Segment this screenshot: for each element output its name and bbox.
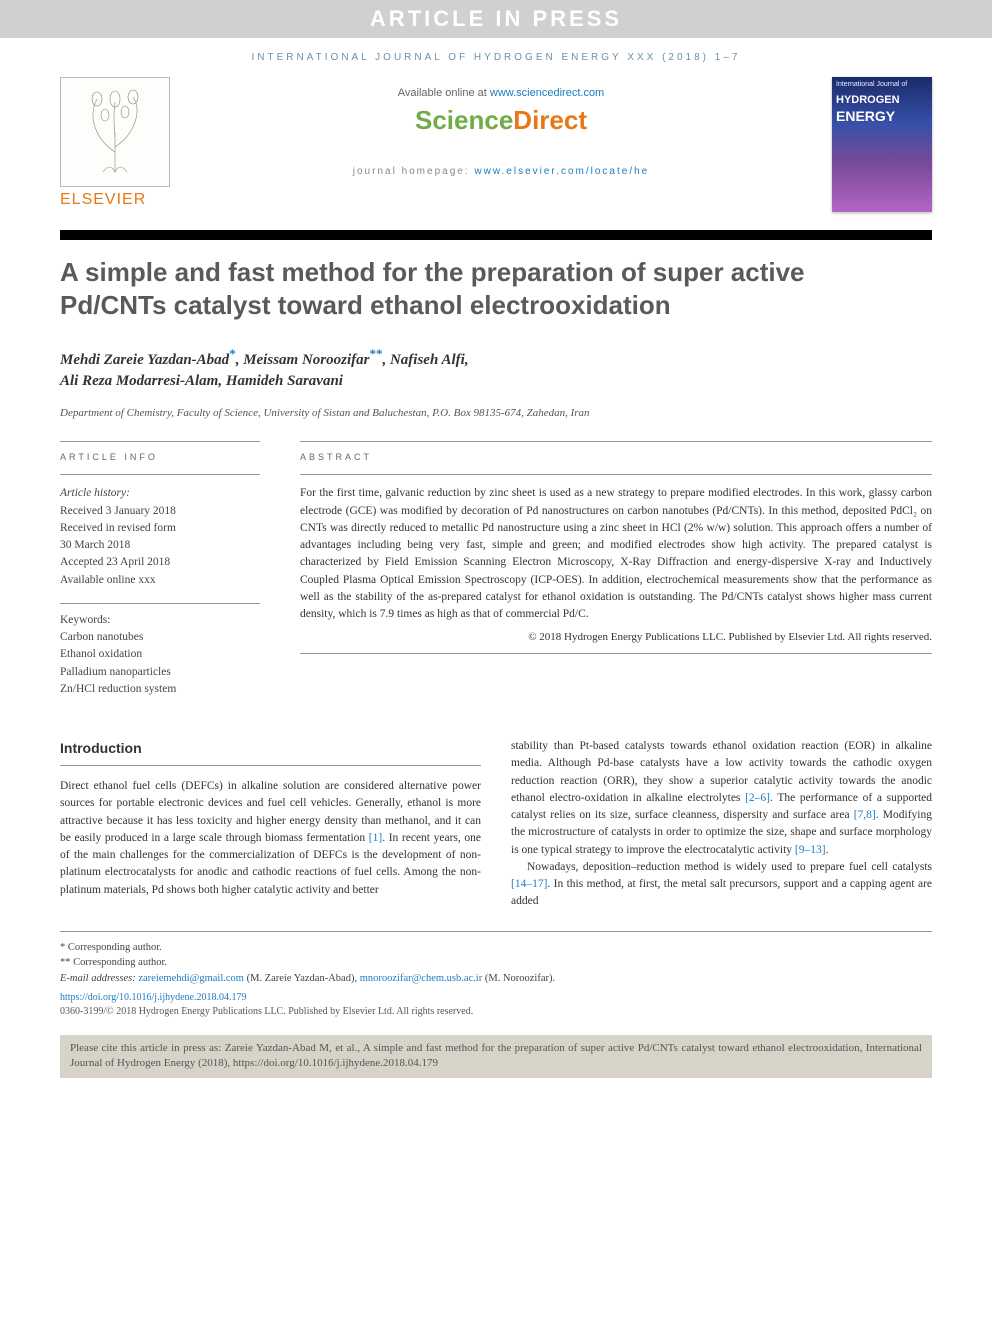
keywords-block: Keywords: Carbon nanotubes Ethanol oxida… [60,603,260,698]
author-3[interactable]: Nafiseh Alfi, [390,352,469,368]
homepage-label: journal homepage: [353,166,475,177]
journal-reference: INTERNATIONAL JOURNAL OF HYDROGEN ENERGY… [0,38,992,77]
cite-7-8[interactable]: [7,8] [854,809,876,821]
corresponding-1: * Corresponding author. [60,940,932,956]
footer-meta: https://doi.org/10.1016/j.ijhydene.2018.… [60,991,932,1029]
history-revised: Received in revised form [60,520,260,537]
corresponding-2: ** Corresponding author. [60,955,932,971]
history-label: Article history: [60,485,260,502]
email-2[interactable]: mnoroozifar@chem.usb.ac.ir [360,973,483,984]
author-1[interactable]: Mehdi Zareie Yazdan-Abad [60,352,229,368]
cite-2-6[interactable]: [2–6] [745,792,770,804]
article-info-heading: ARTICLE INFO [60,441,260,474]
intro-col-left: Introduction Direct ethanol fuel cells (… [60,738,481,911]
abstract-heading: ABSTRACT [300,441,932,474]
cite-14-17[interactable]: [14–17] [511,878,547,890]
introduction-section: Introduction Direct ethanol fuel cells (… [0,698,992,931]
abstract-column: ABSTRACT For the first time, galvanic re… [300,441,932,698]
email-line: E-mail addresses: zareiemehdi@gmail.com … [60,971,932,987]
journal-homepage: journal homepage: www.elsevier.com/locat… [190,166,812,177]
journal-cover-thumbnail[interactable]: International Journal of HYDROGEN ENERGY [832,77,932,212]
history-online: Available online xxx [60,572,260,589]
intro-para-1: Direct ethanol fuel cells (DEFCs) in alk… [60,778,481,899]
cover-main-title-2: ENERGY [832,108,932,124]
article-title: A simple and fast method for the prepara… [0,240,992,337]
citation-box: Please cite this article in press as: Za… [60,1035,932,1078]
emails-label: E-mail addresses: [60,973,138,984]
cover-main-title-1: HYDROGEN [832,92,932,108]
header-center: Available online at www.sciencedirect.co… [190,77,812,177]
keyword-4: Zn/HCl reduction system [60,681,260,698]
footnotes: * Corresponding author. ** Corresponding… [60,931,932,991]
sd-science-text: Science [415,105,513,135]
keyword-3: Palladium nanoparticles [60,664,260,681]
history-accepted: Accepted 23 April 2018 [60,554,260,571]
author-2[interactable]: Meissam Noroozifar [243,352,369,368]
elsevier-tree-icon [60,77,170,187]
header-block: ELSEVIER Available online at www.science… [0,77,992,212]
author-4-5[interactable]: Ali Reza Modarresi-Alam, Hamideh Saravan… [60,373,343,389]
available-label: Available online at [398,87,490,99]
elsevier-logo[interactable]: ELSEVIER [60,77,170,209]
homepage-link[interactable]: www.elsevier.com/locate/he [474,166,649,177]
abstract-copyright: © 2018 Hydrogen Energy Publications LLC.… [300,631,932,654]
email-1[interactable]: zareiemehdi@gmail.com [138,973,244,984]
doi-link[interactable]: https://doi.org/10.1016/j.ijhydene.2018.… [60,992,246,1003]
intro-col-right: stability than Pt-based catalysts toward… [511,738,932,911]
keywords-label: Keywords: [60,612,260,629]
available-online-text: Available online at www.sciencedirect.co… [190,87,812,99]
article-history: Article history: Received 3 January 2018… [60,474,260,698]
article-in-press-banner: ARTICLE IN PRESS [0,0,992,38]
elsevier-wordmark: ELSEVIER [60,191,170,209]
sciencedirect-link[interactable]: www.sciencedirect.com [490,87,604,99]
history-revised-date: 30 March 2018 [60,537,260,554]
info-abstract-row: ARTICLE INFO Article history: Received 3… [0,441,992,698]
keyword-2: Ethanol oxidation [60,646,260,663]
introduction-heading: Introduction [60,738,481,766]
issn-copyright: 0360-3199/© 2018 Hydrogen Energy Publica… [60,1006,473,1017]
abstract-body: For the first time, galvanic reduction b… [300,474,932,623]
keyword-1: Carbon nanotubes [60,629,260,646]
intro-para-2: stability than Pt-based catalysts toward… [511,738,932,859]
sciencedirect-logo[interactable]: ScienceDirect [190,105,812,136]
authors-list: Mehdi Zareie Yazdan-Abad*, Meissam Noroo… [0,337,992,400]
sd-direct-text: Direct [513,105,587,135]
cite-9-13[interactable]: [9–13] [795,844,826,856]
author-2-sup[interactable]: ** [369,346,382,361]
cover-small-title: International Journal of [832,77,932,92]
cite-1[interactable]: [1] [369,832,382,844]
intro-para-3: Nowadays, deposition–reduction method is… [511,859,932,911]
black-divider [60,230,932,240]
affiliation: Department of Chemistry, Faculty of Scie… [0,400,992,441]
article-info-column: ARTICLE INFO Article history: Received 3… [60,441,260,698]
history-received: Received 3 January 2018 [60,503,260,520]
